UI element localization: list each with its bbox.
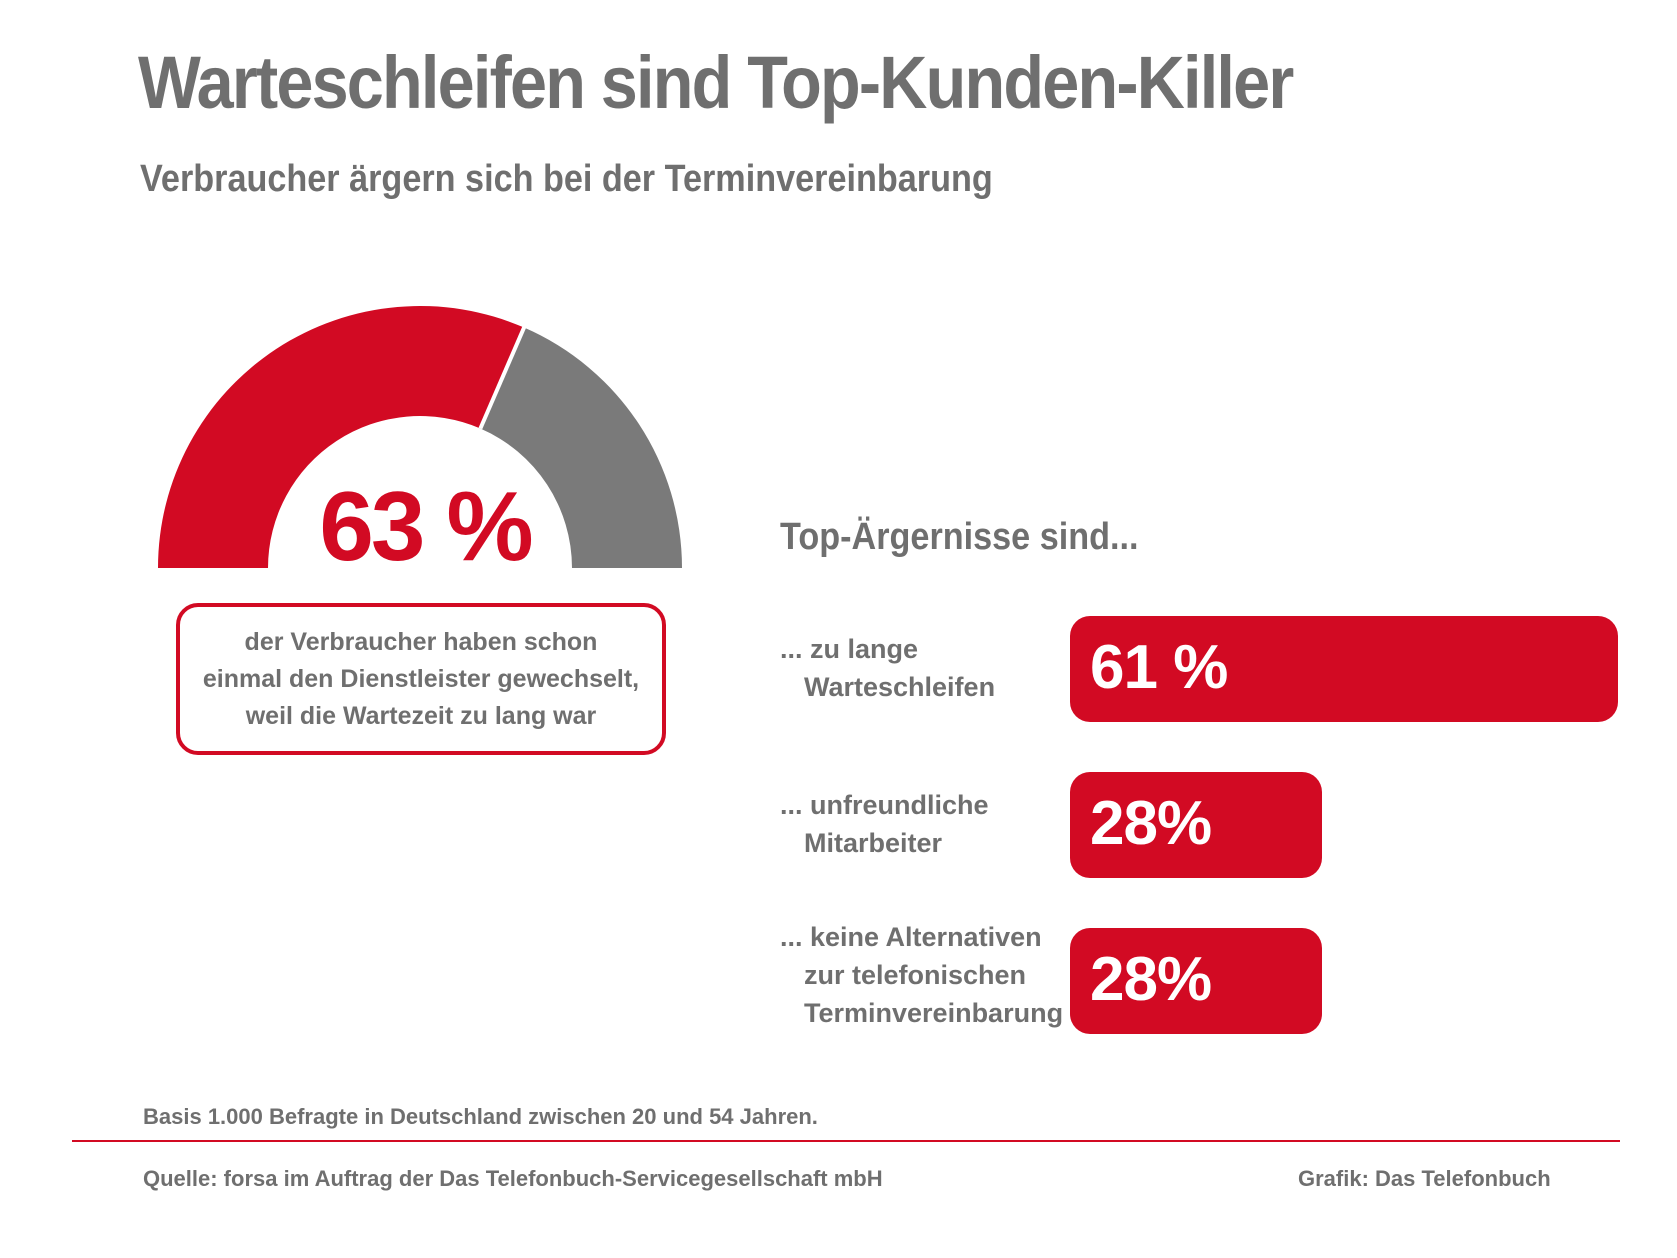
bar-mitarbeiter xyxy=(1070,772,1322,878)
gauge-chart xyxy=(158,305,682,568)
bar-value-mitarbeiter: 28% xyxy=(1090,789,1212,858)
bar-value-warteschleifen: 61 % xyxy=(1090,633,1228,702)
gauge-separator xyxy=(478,324,527,430)
gauge-segment-remainder xyxy=(480,327,682,568)
callout-line: der Verbraucher haben schon xyxy=(244,627,598,656)
bars-heading: Top-Ärgernisse sind... xyxy=(780,516,1139,558)
bar-label-line: ... unfreundliche xyxy=(780,790,989,820)
bar-label-line: Warteschleifen xyxy=(804,672,996,702)
callout-line: einmal den Dienstleister gewechselt, xyxy=(202,664,640,693)
footer-divider xyxy=(72,1140,1620,1142)
bar-label-line: zur telefonischen xyxy=(804,960,1027,990)
gauge-callout-box: der Verbraucher haben schon einmal den D… xyxy=(176,603,666,755)
bar-label-warteschleifen: ... zu lange Warteschleifen xyxy=(780,630,995,706)
callout-line: weil die Wartezeit zu lang war xyxy=(245,701,597,730)
bar-warteschleifen xyxy=(1070,616,1618,722)
bar-value-alternativen: 28% xyxy=(1090,945,1212,1014)
gauge-value-label: 63 % xyxy=(319,471,533,581)
bar-label-alternativen: ... keine Alternativen zur telefonischen… xyxy=(780,918,1063,1032)
bar-label-line: ... keine Alternativen xyxy=(780,922,1042,952)
bar-label-line: Mitarbeiter xyxy=(804,828,943,858)
bar-alternativen xyxy=(1070,928,1322,1034)
gauge-segment-primary xyxy=(158,305,525,568)
bar-label-line: Terminvereinbarung xyxy=(804,998,1064,1028)
bar-label-mitarbeiter: ... unfreundliche Mitarbeiter xyxy=(780,786,989,862)
bar-label-line: ... zu lange xyxy=(780,634,919,664)
footnote-basis: Basis 1.000 Befragte in Deutschland zwis… xyxy=(143,1104,818,1129)
footnote-source: Quelle: forsa im Auftrag der Das Telefon… xyxy=(143,1166,883,1191)
chart-title: Warteschleifen sind Top-Kunden-Killer xyxy=(138,41,1294,124)
chart-subtitle: Verbraucher ärgern sich bei der Terminve… xyxy=(140,158,993,200)
footnote-credit: Grafik: Das Telefonbuch xyxy=(1298,1166,1551,1191)
